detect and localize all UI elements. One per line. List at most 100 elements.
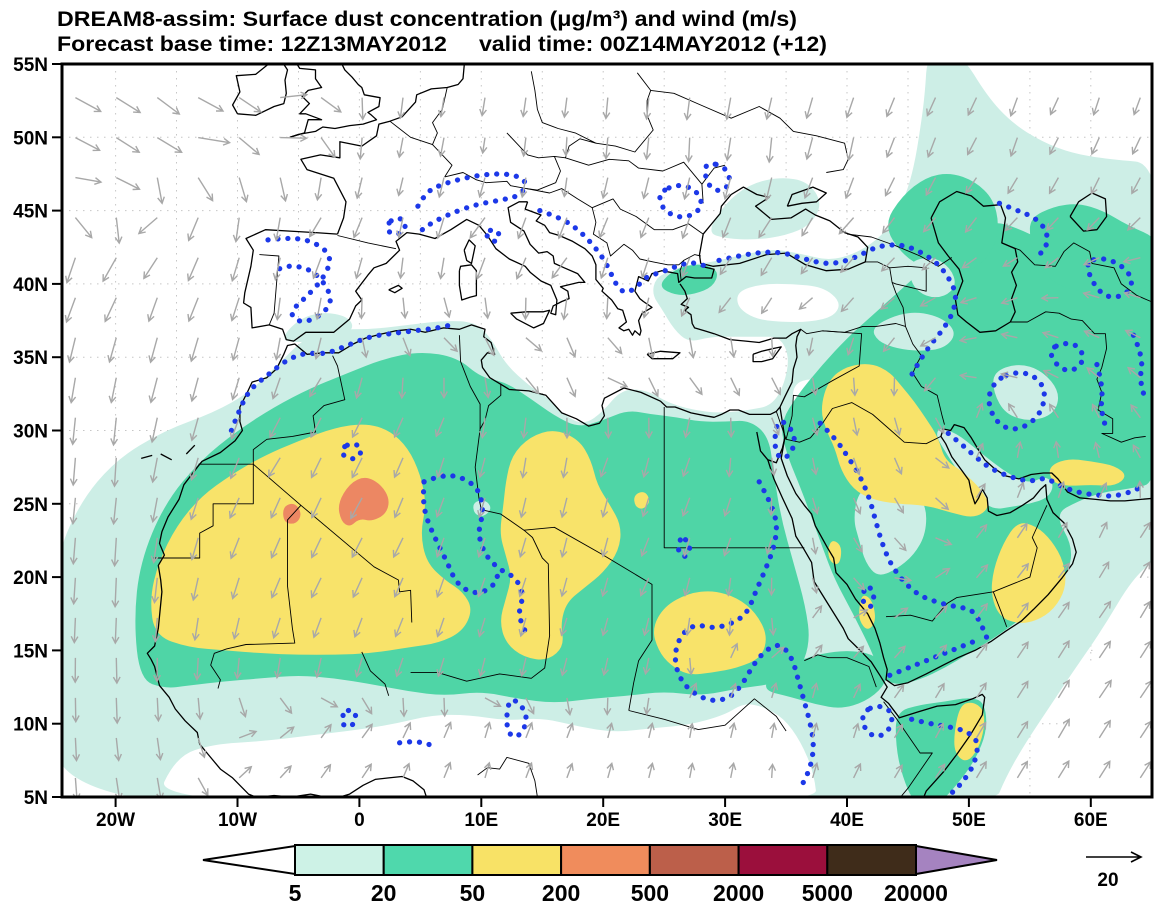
wind-arrow	[1007, 402, 1018, 419]
wind-arrow	[189, 337, 199, 363]
lon-tick-label: 20E	[586, 810, 620, 831]
wind-arrow	[764, 97, 773, 121]
country-border	[650, 89, 849, 173]
coastline	[524, 201, 715, 336]
wind-reference-label: 20	[1097, 870, 1118, 891]
observed-dust-contour	[265, 235, 333, 324]
wind-arrow	[758, 217, 773, 239]
wind-arrow	[688, 337, 697, 360]
wind-arrow	[562, 137, 571, 157]
wind-arrow	[113, 697, 122, 725]
wind-arrow	[111, 617, 120, 645]
wind-arrow	[718, 297, 732, 314]
wind-arrow	[765, 537, 773, 555]
wind-arrow	[728, 761, 737, 779]
wind-arrow	[641, 457, 650, 479]
wind-arrow	[599, 257, 609, 280]
wind-arrow	[273, 217, 282, 242]
lon-tick-label: 30E	[708, 810, 742, 831]
coastline	[1069, 192, 1108, 232]
wind-arrow	[852, 457, 862, 476]
wind-arrow	[525, 697, 535, 715]
wind-arrow	[852, 417, 860, 437]
wind-arrow	[811, 761, 820, 779]
wind-arrow	[640, 257, 650, 279]
dust-region-50-200	[500, 431, 621, 660]
wind-arrow	[844, 177, 855, 200]
wind-arrow	[600, 177, 609, 200]
wind-arrow	[232, 217, 241, 243]
colorbar-segment	[294, 844, 385, 876]
coastline	[646, 350, 681, 360]
wind-arrow	[934, 644, 948, 659]
country-border	[846, 233, 953, 267]
wind-arrow	[852, 762, 862, 779]
observed-dust-contour	[817, 420, 990, 642]
wind-arrow	[958, 372, 977, 381]
wind-arrow	[1040, 293, 1059, 302]
wind-arrow	[520, 417, 529, 440]
wind-arrow	[763, 177, 773, 202]
wind-arrow	[352, 217, 363, 239]
colorbar-under-arrow	[202, 844, 296, 876]
wind-arrow	[519, 657, 527, 678]
wind-arrow	[1016, 602, 1029, 619]
wind-arrow	[270, 537, 281, 560]
wind-arrow	[68, 377, 77, 405]
wind-arrow	[189, 457, 199, 482]
wind-arrow	[114, 737, 123, 762]
wind-arrow	[811, 722, 819, 739]
wind-arrow	[1057, 639, 1070, 659]
wind-arrow	[238, 729, 258, 739]
wind-arrow	[771, 646, 785, 659]
wind-arrow	[361, 762, 373, 779]
wind-arrow	[719, 257, 732, 276]
wind-arrow	[966, 137, 978, 156]
wind-arrow	[1090, 177, 1100, 195]
wind-arrow	[1126, 366, 1141, 379]
observed-dust-contour	[716, 242, 959, 378]
wind-arrow	[1057, 601, 1070, 619]
dust-region-50-200	[151, 424, 471, 655]
wind-arrow	[1048, 177, 1060, 195]
wind-arrow	[477, 497, 486, 519]
figure-subtitle: Forecast base time: 12Z13MAY2012 valid t…	[57, 32, 827, 56]
wind-arrow	[1098, 481, 1108, 499]
coastline	[786, 186, 827, 207]
wind-arrow	[525, 721, 534, 739]
wind-arrow	[934, 722, 944, 739]
wind-arrow	[310, 577, 322, 599]
wind-arrow	[104, 297, 117, 323]
country-border	[775, 411, 787, 440]
wind-arrow	[934, 682, 945, 699]
wind-arrow	[187, 257, 199, 282]
wind-arrow	[1131, 137, 1141, 156]
wind-arrow	[893, 417, 902, 436]
wind-arrow	[280, 91, 309, 100]
wind-arrow	[191, 617, 200, 642]
wind-arrow	[65, 257, 77, 284]
wind-arrow	[1044, 257, 1059, 269]
wind-arrow	[1057, 759, 1070, 779]
wind-arrow	[483, 297, 491, 320]
coastline	[289, 64, 381, 138]
wind-arrow	[1016, 760, 1029, 779]
wind-arrow	[770, 681, 779, 699]
country-border	[804, 654, 877, 688]
wind-arrow	[238, 697, 248, 719]
wind-arrow	[147, 297, 158, 323]
wind-arrow	[810, 377, 819, 396]
wind-arrow	[1098, 760, 1111, 779]
wind-arrow	[559, 577, 568, 598]
wind-arrow	[230, 577, 240, 600]
wind-arrow	[477, 657, 486, 678]
wind-arrow	[156, 137, 183, 154]
wind-arrow	[269, 417, 281, 439]
wind-arrow	[959, 297, 977, 305]
wind-arrow	[812, 644, 823, 659]
wind-arrow	[1016, 522, 1028, 539]
wind-arrow	[884, 177, 896, 197]
wind-arrow	[641, 177, 650, 200]
colorbar-label: 500	[631, 880, 669, 906]
wind-arrow	[767, 497, 776, 517]
